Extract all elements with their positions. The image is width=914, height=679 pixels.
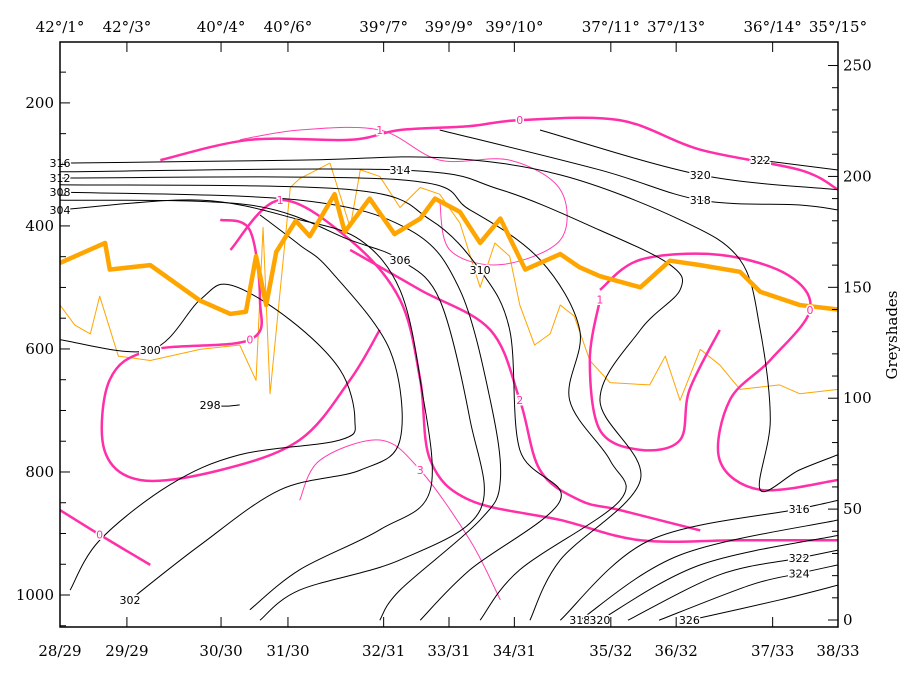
pv-line — [229, 198, 838, 544]
bottom-station-label: 29/29 — [105, 642, 148, 660]
bottom-station-label: 33/31 — [427, 642, 470, 660]
top-station-label: 42°/1° — [36, 18, 85, 36]
top-station-label: 39°/9° — [425, 18, 474, 36]
isentrope-line — [60, 191, 502, 621]
isentrope-line — [559, 499, 838, 621]
right-tick-label: 100 — [843, 389, 872, 407]
bottom-station-label: 28/29 — [38, 642, 81, 660]
pv-line — [160, 116, 838, 191]
isentrope-label: 302 — [120, 594, 141, 607]
bottom-station-label: 38/33 — [816, 642, 859, 660]
isentrope-line — [60, 199, 433, 611]
isentrope-line — [60, 176, 627, 621]
right-tick-label: 50 — [843, 500, 862, 518]
isentrope-label: 306 — [389, 254, 410, 267]
isentrope-contours — [60, 129, 838, 621]
left-tick-label: 1000 — [16, 586, 54, 604]
pv-line — [100, 218, 381, 483]
right-tick-label: 150 — [843, 278, 872, 296]
axes: 42°/1° 28/29 42°/3° 29/29 40°/4° 30/30 40°/6° 3… — [16, 18, 872, 660]
pv-line — [599, 252, 838, 492]
bottom-station-label: 32/31 — [362, 642, 405, 660]
isentrope-line — [439, 129, 838, 211]
top-station-label: 42°/3° — [103, 18, 152, 36]
plot-frame — [59, 41, 839, 628]
greyshade-thick-series — [59, 191, 839, 317]
isentrope-label: 326 — [679, 614, 700, 627]
bottom-station-label: 35/32 — [589, 642, 632, 660]
pv-label: 2 — [516, 394, 523, 407]
bottom-station-label: 34/31 — [493, 642, 536, 660]
bottom-station-label: 31/30 — [266, 642, 309, 660]
pv-line — [299, 439, 501, 601]
right-tick-label: 250 — [843, 57, 872, 75]
isentrope-line — [60, 199, 485, 621]
bottom-station-label: 37/33 — [751, 642, 794, 660]
pv-line — [349, 248, 701, 532]
isentrope-label: 320 — [690, 169, 711, 182]
isentrope-line — [60, 184, 562, 621]
right-axis-title: Greyshades — [883, 291, 901, 380]
bottom-station-label: 36/32 — [655, 642, 698, 660]
pv-label: 1 — [596, 294, 603, 307]
pv-label: 1 — [277, 194, 284, 207]
pv-line — [588, 299, 721, 452]
isentrope-label: 322 — [750, 154, 771, 167]
top-station-label: 40°/6° — [264, 18, 313, 36]
isentrope-label: 318 — [569, 614, 590, 627]
isentrope-line — [658, 564, 838, 621]
right-tick-label: 0 — [843, 611, 853, 629]
pv-label: 1 — [376, 124, 383, 137]
pv-line — [60, 509, 151, 566]
pv-label: 3 — [417, 464, 424, 477]
isentrope-line — [599, 534, 838, 621]
left-tick-label: 400 — [25, 217, 54, 235]
isentrope-label: 298 — [200, 399, 221, 412]
pv-contours — [60, 116, 838, 601]
isentrope-line — [210, 404, 240, 407]
isentrope-line — [60, 283, 356, 591]
isentrope-label: 318 — [690, 194, 711, 207]
pv-label: 0 — [806, 304, 813, 317]
top-station-label: 37°/11° — [582, 18, 640, 36]
left-tick-label: 800 — [25, 463, 54, 481]
top-station-label: 39°/10° — [485, 18, 543, 36]
isentrope-line — [539, 129, 838, 191]
isentrope-label: 324 — [789, 567, 810, 580]
pv-label: 0 — [246, 334, 253, 347]
left-tick-label: 200 — [25, 94, 54, 112]
isentrope-line — [60, 168, 684, 621]
top-station-label: 35°/15° — [809, 18, 867, 36]
top-station-label: 37°/13° — [647, 18, 705, 36]
isentrope-line — [579, 519, 838, 621]
isentrope-line — [60, 156, 838, 493]
pv-label: 0 — [96, 529, 103, 542]
bottom-station-label: 30/30 — [199, 642, 242, 660]
isentrope-label: 322 — [789, 552, 810, 565]
isentrope-label: 316 — [789, 503, 810, 516]
isentrope-line — [627, 549, 838, 621]
greyshade-thick-line — [59, 191, 839, 317]
isentrope-label: 320 — [589, 614, 610, 627]
isentrope-label: 300 — [140, 344, 161, 357]
pv-label: 0 — [516, 114, 523, 127]
right-tick-label: 200 — [843, 167, 872, 185]
isentrope-line — [689, 584, 838, 621]
isentrope-line — [760, 159, 838, 171]
isentrope-label: 310 — [470, 264, 491, 277]
top-station-label: 39°/7° — [359, 18, 408, 36]
isentrope-label: 314 — [389, 164, 410, 177]
top-station-label: 36°/14° — [744, 18, 802, 36]
isentrope-line — [129, 214, 403, 601]
top-station-label: 40°/4° — [197, 18, 246, 36]
left-tick-label: 600 — [25, 340, 54, 358]
